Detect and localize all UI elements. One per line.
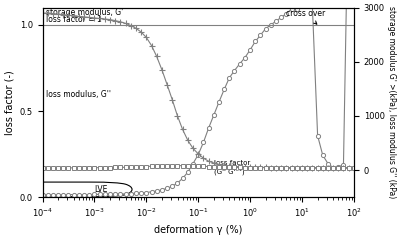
Text: loss factor
(G'' G'⁻¹): loss factor (G'' G'⁻¹) bbox=[214, 160, 250, 175]
Text: storage modulus, G': storage modulus, G' bbox=[46, 8, 123, 17]
Text: cross over: cross over bbox=[286, 9, 326, 24]
Y-axis label: storage modulus G' >(kPa), loss modulus G'' (kPa): storage modulus G' >(kPa), loss modulus … bbox=[387, 6, 396, 199]
Text: LVE: LVE bbox=[94, 185, 108, 194]
X-axis label: deformation γ (%): deformation γ (%) bbox=[154, 225, 242, 235]
Y-axis label: loss factor (-): loss factor (-) bbox=[4, 70, 14, 135]
Text: loss factor = 1: loss factor = 1 bbox=[46, 15, 102, 24]
Text: loss modulus, G'': loss modulus, G'' bbox=[46, 90, 111, 99]
